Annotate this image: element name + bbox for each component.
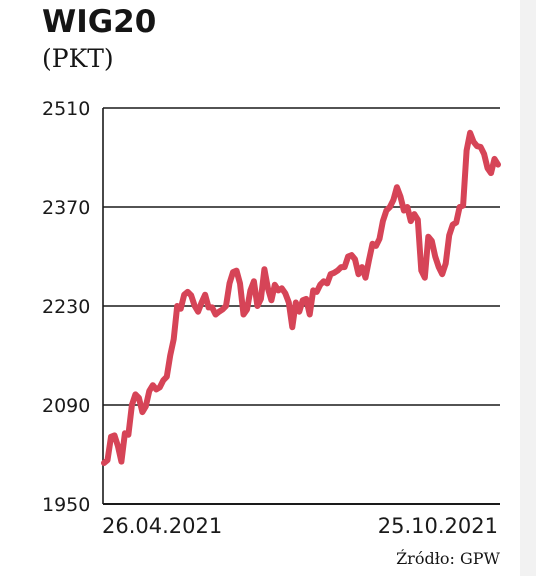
chart-title: WIG20: [42, 4, 157, 40]
y-tick-label: 1950: [42, 494, 90, 516]
source-note: Źródło: GPW: [396, 549, 500, 568]
x-axis: 26.04.2021 25.10.2021: [102, 514, 498, 538]
series-group: [101, 129, 501, 466]
x-tick-label-start: 26.04.2021: [102, 514, 222, 538]
wig20-series-line: [101, 129, 501, 466]
y-tick-label: 2090: [42, 395, 90, 417]
y-axis: 1950 2090 2230 2370 2510: [42, 98, 90, 516]
y-tick-label: 2510: [42, 98, 90, 120]
y-tick-label: 2230: [42, 296, 90, 318]
chart-unit-label: (PKT): [42, 44, 114, 73]
x-tick-label-end: 25.10.2021: [378, 514, 498, 538]
page-edge: [520, 0, 536, 576]
y-tick-label: 2370: [42, 197, 90, 219]
